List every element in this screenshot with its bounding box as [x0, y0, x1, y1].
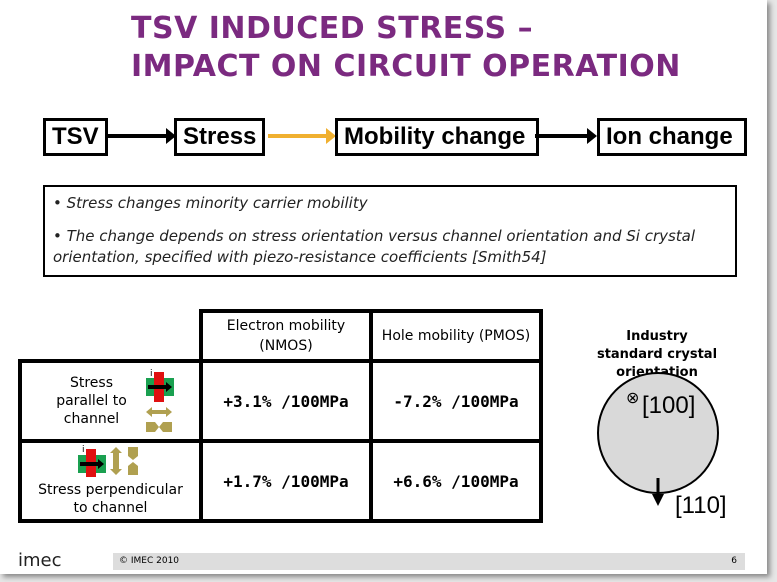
header-pmos: Hole mobility (PMOS) — [369, 309, 543, 363]
copyright: © IMEC 2010 — [119, 556, 180, 566]
wafer-circle — [597, 372, 719, 494]
label-text: Stress perpendicular to channel — [38, 482, 183, 516]
page-number: 6 — [731, 556, 737, 566]
mobility-table: Electron mobility (NMOS) Hole mobility (… — [18, 309, 543, 523]
stress-perpendicular-icon: i — [77, 445, 138, 479]
arrow-icon — [268, 128, 336, 144]
imec-logo: imec — [18, 550, 62, 571]
row-label-parallel: Stress parallel to channel i — [18, 359, 203, 443]
flow-box-stress: Stress — [174, 118, 266, 156]
flow-box-mobility: Mobility change — [335, 118, 539, 156]
title-line-1: TSV INDUCED STRESS – — [131, 11, 534, 46]
header-nmos: Electron mobility (NMOS) — [199, 309, 373, 363]
arrow-down-icon — [652, 478, 664, 506]
slide-title: TSV INDUCED STRESS – IMPACT ON CIRCUIT OP… — [131, 10, 681, 86]
direction-100: [100] — [642, 392, 696, 419]
row-label-perpendicular: i Stress perpendicular to channel — [18, 440, 203, 523]
perpendicular-nmos-value: +1.7% /100MPa — [199, 440, 373, 523]
into-page-icon: ⊗ — [626, 388, 640, 407]
bullet-1: • Stress changes minority carrier mobili… — [53, 194, 368, 212]
arrow-icon — [106, 128, 176, 144]
bullet-box: • Stress changes minority carrier mobili… — [43, 185, 737, 277]
perpendicular-pmos-value: +6.6% /100MPa — [369, 440, 543, 523]
svg-text:i: i — [150, 369, 153, 379]
stress-parallel-icon: i — [145, 369, 174, 432]
flow-box-tsv: TSV — [43, 118, 108, 156]
arrow-icon — [535, 128, 597, 144]
label-text: Stress parallel to channel — [56, 375, 127, 427]
slide: TSV INDUCED STRESS – IMPACT ON CIRCUIT OP… — [0, 0, 767, 574]
parallel-nmos-value: +3.1% /100MPa — [199, 359, 373, 443]
footer-bar: © IMEC 2010 6 — [113, 553, 745, 570]
direction-110: [110] — [675, 492, 727, 519]
bullet-2: • The change depends on stress orientati… — [53, 227, 696, 266]
title-line-2: IMPACT ON CIRCUIT OPERATION — [131, 49, 681, 84]
parallel-pmos-value: -7.2% /100MPa — [369, 359, 543, 443]
flow-box-ion: Ion change — [597, 118, 747, 156]
svg-text:i: i — [82, 445, 85, 455]
